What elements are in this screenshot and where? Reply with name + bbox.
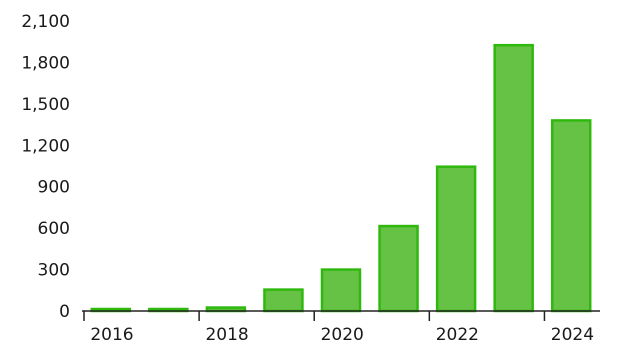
y-tick-label: 300 [38, 261, 70, 281]
x-tick-label: 2016 [90, 325, 133, 345]
y-tick-label: 1,500 [21, 95, 70, 115]
x-axis-labels: 2016 2018 2020 2022 2024 [90, 325, 594, 345]
bar-2022 [435, 165, 477, 313]
y-tick-label: 900 [38, 178, 70, 198]
x-tick-label: 2022 [436, 325, 479, 345]
y-tick-label: 1,200 [21, 136, 70, 156]
y-tick-label: 1,800 [21, 53, 70, 73]
bar-2020 [320, 268, 362, 313]
y-tick-label: 2,100 [21, 12, 70, 32]
y-axis-labels: 0 300 600 900 1,200 1,500 1,800 2,100 [21, 12, 70, 322]
bar-2024 [550, 119, 592, 313]
bars [90, 43, 592, 313]
y-tick-label: 600 [38, 219, 70, 239]
bar-2023 [493, 43, 534, 313]
x-axis-ticks [83, 311, 546, 321]
x-tick-label: 2024 [551, 325, 594, 345]
x-tick-label: 2018 [205, 325, 248, 345]
bar-2021 [378, 224, 419, 313]
x-tick-label: 2020 [321, 325, 364, 345]
bar-2019 [263, 288, 304, 313]
y-tick-label: 0 [59, 302, 70, 322]
